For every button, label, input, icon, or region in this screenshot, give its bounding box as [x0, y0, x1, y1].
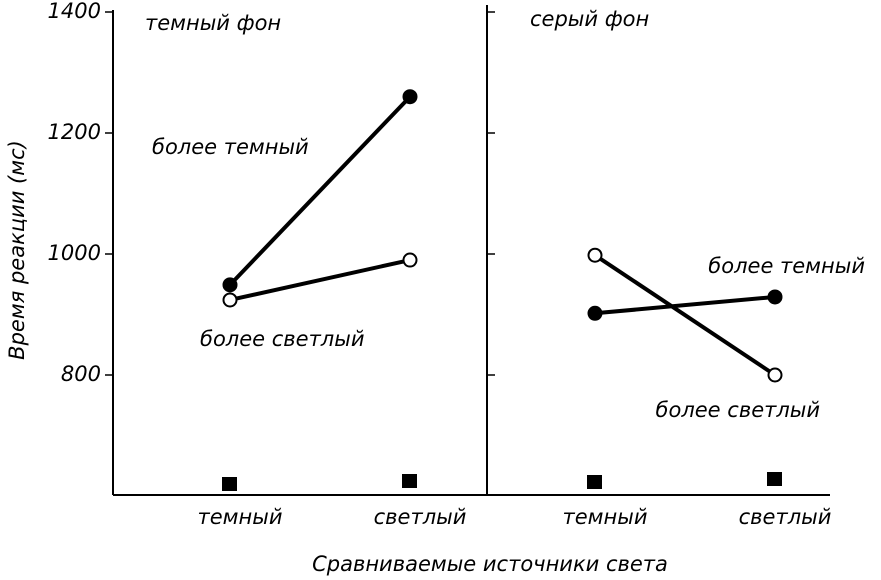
series-line	[593, 253, 777, 377]
x-tick-label: светлый	[739, 505, 832, 529]
series-label: более темный	[152, 135, 309, 159]
x-tick-label: темный	[563, 505, 648, 529]
y-tick-label: 1400	[48, 0, 101, 23]
data-point	[587, 305, 603, 321]
data-point	[587, 247, 603, 263]
y-tick-label: 800	[61, 362, 101, 386]
data-point	[767, 367, 783, 383]
y-tick-label: 1200	[48, 120, 101, 144]
y-axis-label: Время реакции (мс)	[5, 140, 29, 360]
panel-title: темный фон	[145, 11, 281, 35]
category-marker	[587, 475, 602, 489]
data-point	[402, 252, 418, 268]
data-point	[402, 89, 418, 105]
x-tick-label: светлый	[374, 505, 467, 529]
series-label: более светлый	[656, 398, 820, 422]
category-marker	[767, 472, 782, 486]
series-label: более темный	[708, 254, 865, 278]
series-line	[228, 95, 412, 287]
series-line	[594, 294, 776, 316]
x-tick-label: темный	[198, 505, 283, 529]
x-axis-label: Сравниваемые источники света	[312, 552, 668, 576]
series-label: более светлый	[200, 327, 364, 351]
category-marker	[222, 477, 237, 491]
data-point	[222, 292, 238, 308]
data-point	[222, 277, 238, 293]
data-point	[767, 289, 783, 305]
series-line	[229, 258, 411, 302]
y-tick-label: 1000	[48, 241, 101, 265]
category-marker	[402, 474, 417, 488]
panel-title: серый фон	[530, 7, 649, 31]
